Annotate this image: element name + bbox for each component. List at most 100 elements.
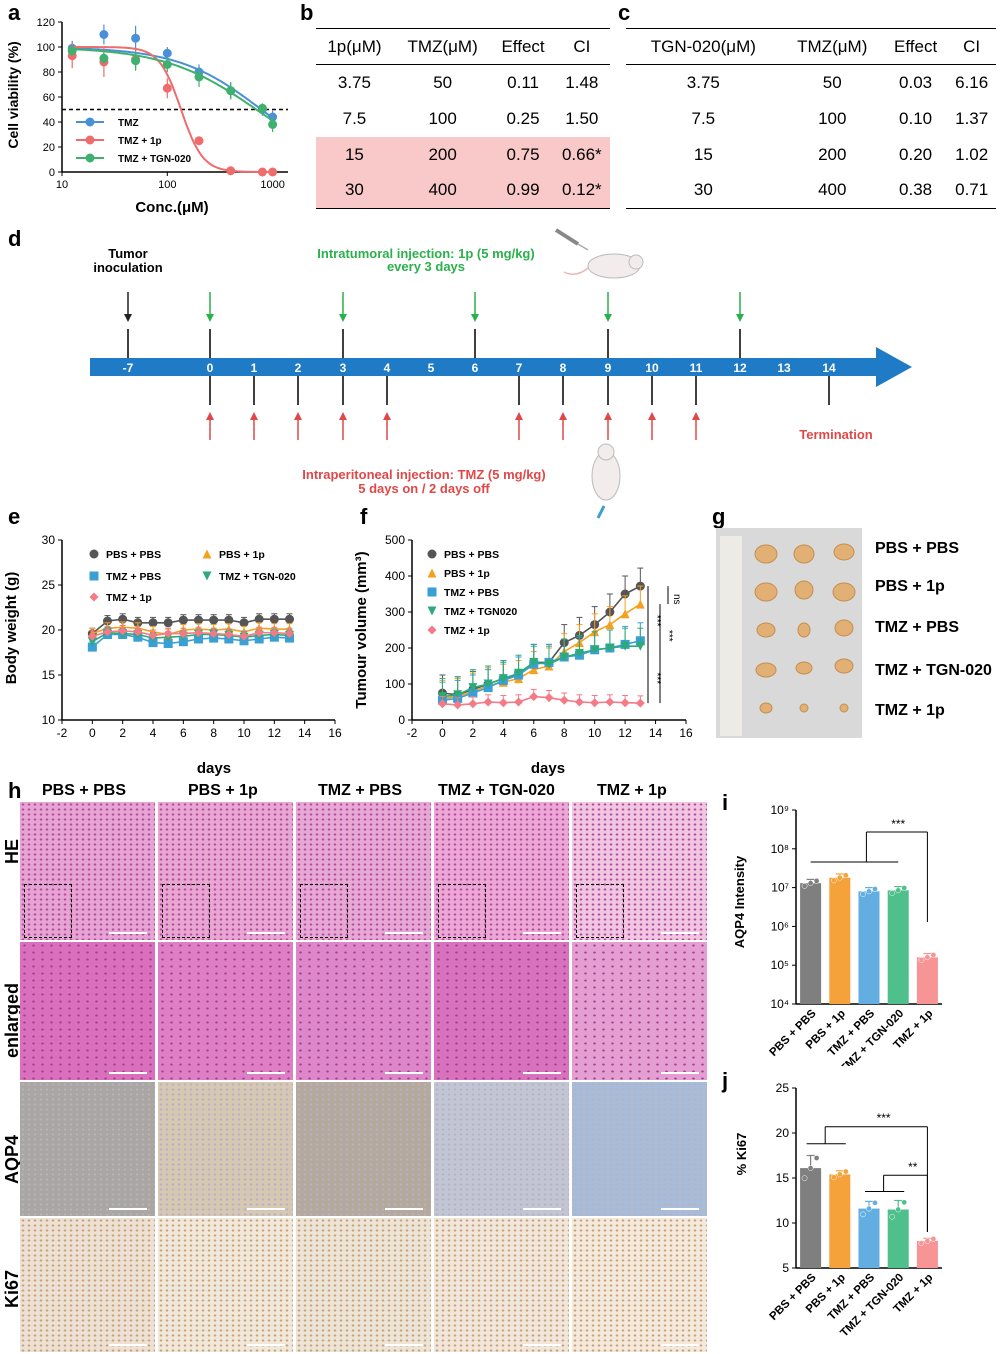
scale-bar (247, 932, 285, 934)
data-point (118, 626, 128, 636)
intratumoral-arrowhead (206, 314, 214, 322)
replicate-dot (860, 1211, 866, 1218)
inoculation-arrowhead (124, 314, 132, 322)
table-c-cell: 7.5 (691, 108, 716, 128)
replicate-dot (901, 885, 908, 891)
bar (916, 957, 938, 1004)
table-b-header: 1p(μM) (327, 36, 382, 56)
scale-bar (109, 1208, 147, 1210)
data-point (559, 652, 569, 662)
y-tick-label: 25 (42, 578, 56, 592)
table-b-header: CI (573, 36, 591, 56)
data-point (178, 637, 188, 647)
bar (887, 890, 909, 1004)
panel-d-timeline: Tumor inoculation Intratumoral injection… (90, 228, 912, 519)
data-point (209, 629, 219, 639)
legend-marker (89, 571, 99, 581)
table-b-header: Effect (501, 36, 545, 56)
scale-bar (247, 1344, 285, 1346)
table-b-row-highlight: 15 200 0.75 0.66* (316, 136, 610, 173)
scale-bar (523, 932, 561, 934)
x-tick-label: 2 (119, 726, 126, 740)
scale-bar (385, 1344, 423, 1346)
x-tick-label: 4 (500, 726, 507, 740)
bar (916, 1241, 938, 1268)
data-point (468, 699, 478, 709)
y-tick-label: 30 (42, 533, 56, 547)
sig-label: *** (877, 1111, 891, 1125)
data-point (224, 615, 234, 625)
histology-image (572, 1218, 707, 1352)
data-point (590, 645, 600, 655)
table-c-header: CI (963, 36, 981, 56)
data-point (605, 643, 615, 653)
y-tick-label: 10⁹ (771, 803, 790, 817)
data-point (131, 33, 141, 43)
table-b-cell: 15 (344, 144, 364, 164)
table-c-cell: 0.71 (955, 180, 989, 200)
legend-label: PBS + PBS (444, 549, 499, 561)
sig-label: *** (663, 630, 674, 642)
replicate-dot (813, 877, 820, 884)
data-point (224, 630, 234, 639)
legend-marker (85, 117, 95, 127)
panel-label-b: b (300, 0, 314, 25)
y-tick-label: 500 (385, 533, 405, 547)
replicate-dot (801, 1175, 808, 1182)
data-point (285, 614, 294, 624)
table-c-cell: 6.16 (955, 72, 989, 92)
data-point (163, 629, 173, 639)
data-point (239, 618, 249, 628)
sig-label: *** (651, 615, 662, 627)
table-c: TGN-020(μM) TMZ(μM) Effect CI 3.75 50 0.03… (626, 28, 996, 209)
data-point (87, 642, 97, 652)
x-tick-label: 16 (679, 726, 693, 740)
data-point (178, 615, 188, 625)
data-point (635, 599, 645, 609)
histology-image (20, 1082, 155, 1216)
x-tick-label: -2 (57, 726, 68, 740)
scale-bar (247, 1208, 285, 1210)
scale-bar (523, 1344, 561, 1346)
replicate-dot (872, 1199, 878, 1206)
data-point (194, 136, 204, 146)
panel-e-xlabel: days (197, 760, 231, 777)
data-point (178, 629, 188, 639)
series-line (91, 631, 290, 643)
intraperitoneal-arrowhead (294, 412, 302, 420)
scale-bar (109, 1344, 147, 1346)
legend-label: TMZ (118, 118, 139, 129)
data-point (635, 641, 645, 651)
data-point (544, 659, 554, 669)
table-b-cell: 100 (428, 108, 457, 128)
data-point (544, 693, 554, 703)
x-tick-label: 2 (470, 726, 477, 740)
day-label: 13 (777, 361, 791, 375)
replicate-dot (801, 883, 808, 889)
legend-label: TMZ + TGN-020 (219, 571, 296, 583)
legend-marker (85, 135, 95, 145)
tumor-photo (716, 528, 862, 738)
y-tick-label: 200 (385, 641, 405, 655)
data-point (269, 628, 279, 638)
data-point (254, 614, 264, 624)
data-point (148, 618, 158, 628)
day-label: 5 (428, 361, 435, 375)
table-b-row: 7.5 100 0.25 1.50 (316, 101, 610, 137)
replicate-dot (895, 887, 902, 894)
table-c-cell: 3.75 (686, 72, 720, 92)
table-b-row-highlight: 30 400 0.99 0.12* (316, 172, 610, 209)
table-b-cell: 0.11 (507, 72, 539, 92)
intraperitoneal-arrowhead (515, 412, 523, 420)
bar (800, 883, 822, 1004)
y-tick-label: 25 (776, 1081, 790, 1095)
scale-bar (523, 1208, 561, 1210)
day-label: 14 (822, 361, 836, 375)
panel-label-d: d (8, 226, 22, 251)
day-label: -7 (123, 361, 134, 375)
replicate-dot (836, 874, 843, 881)
intraperitoneal-arrowhead (559, 412, 567, 420)
legend-marker (427, 625, 437, 635)
replicate-dot (836, 1171, 843, 1178)
